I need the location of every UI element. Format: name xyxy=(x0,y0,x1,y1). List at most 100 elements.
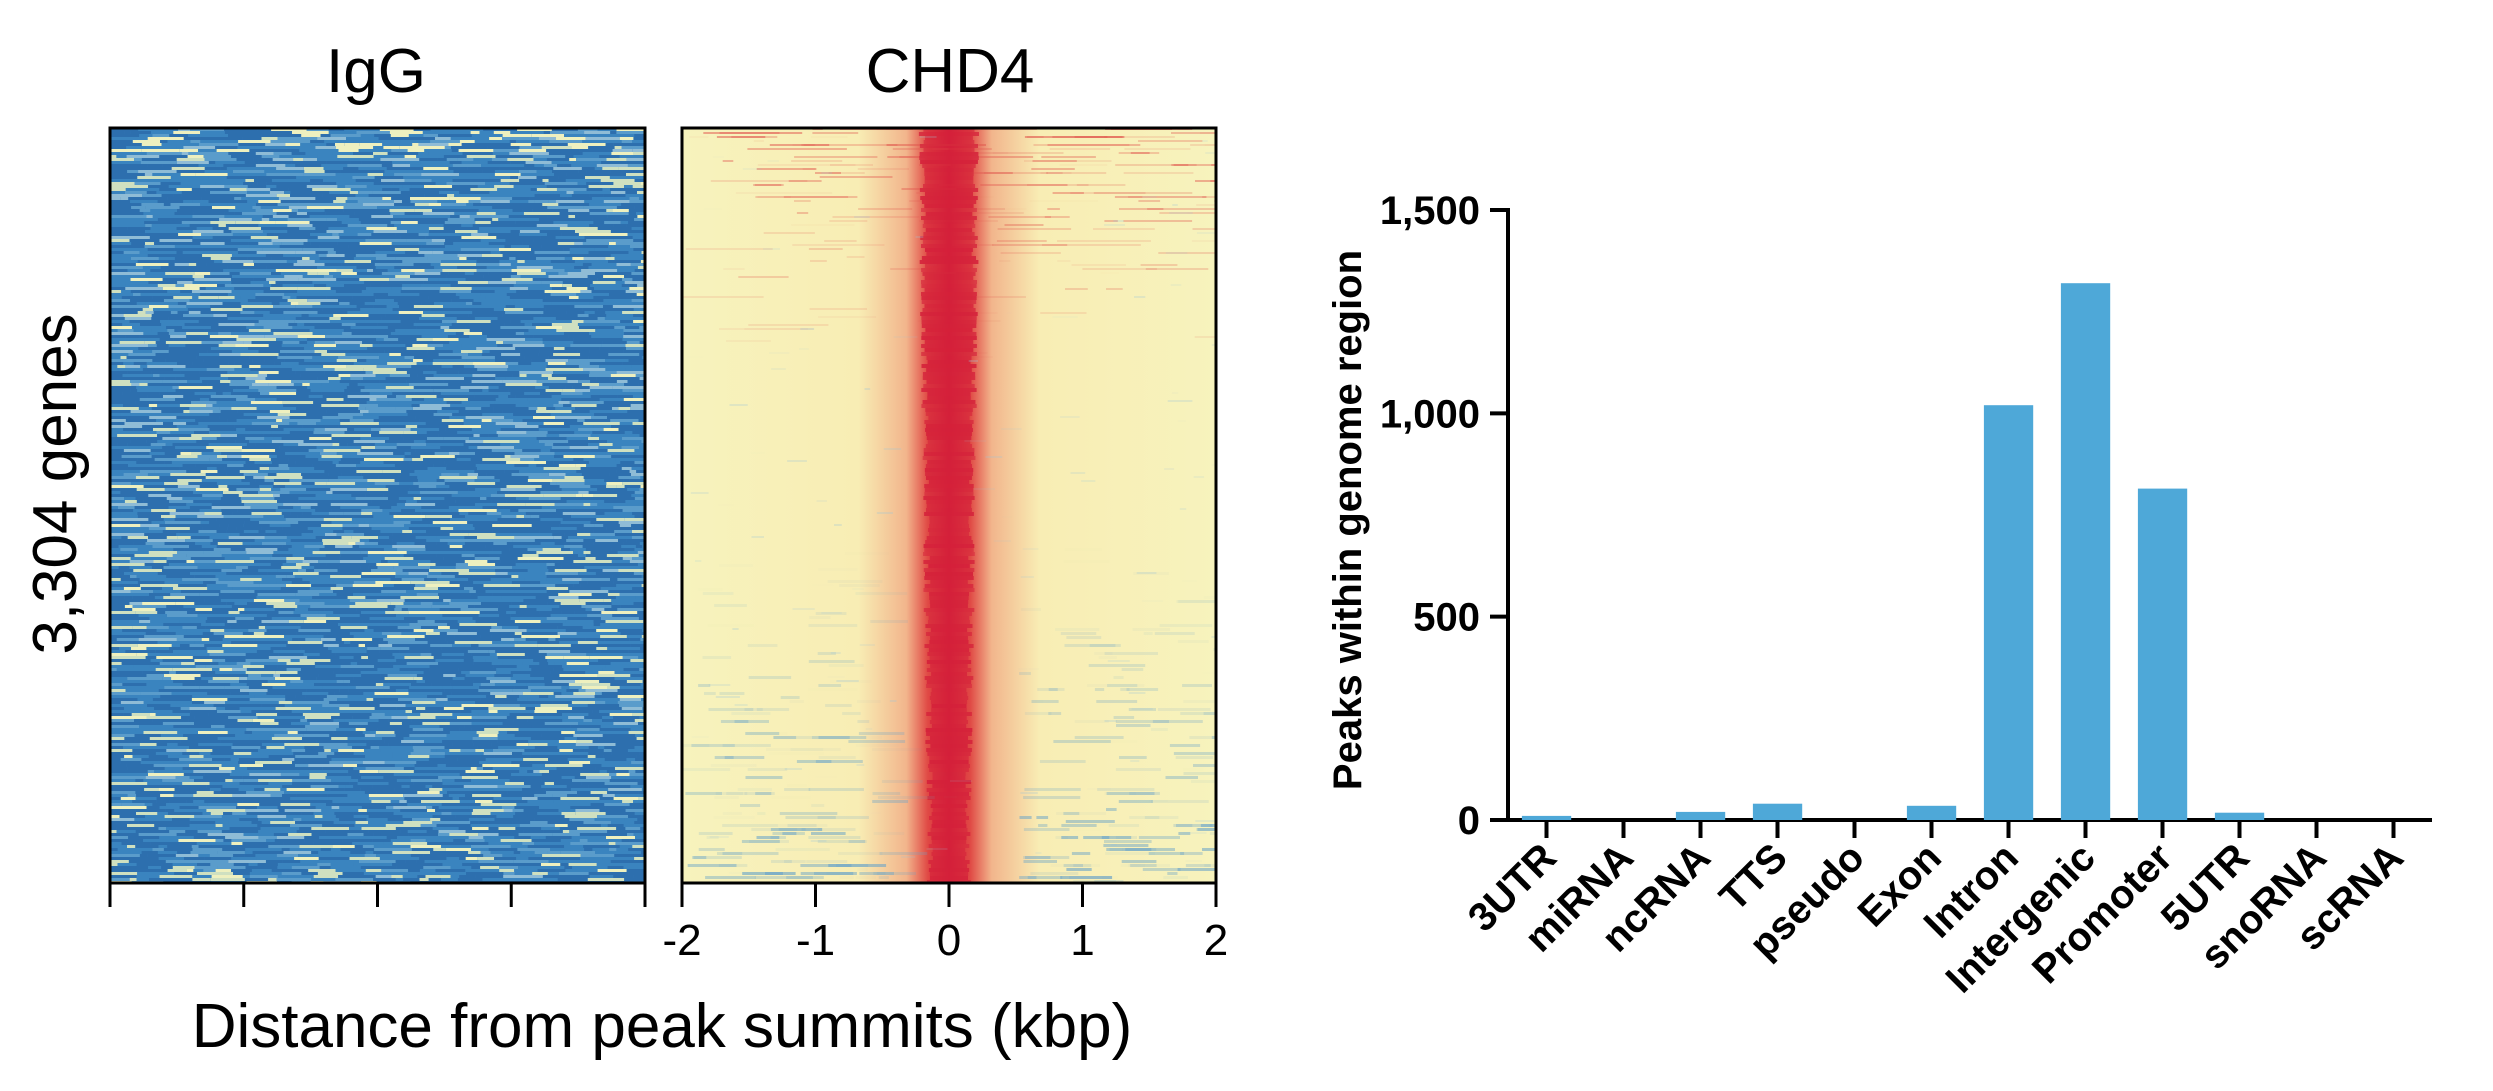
heatmap-igg-cell xyxy=(207,650,224,653)
heatmap-igg-cell xyxy=(311,584,337,587)
heatmap-igg-cell xyxy=(511,581,541,584)
heatmap-igg-cell xyxy=(414,542,437,545)
heatmap-igg-cell xyxy=(421,506,449,509)
heatmap-igg-cell xyxy=(292,638,299,641)
heatmap-igg-cell xyxy=(282,341,300,344)
heatmap-igg-cell xyxy=(335,638,342,641)
heatmap-igg-cell xyxy=(582,263,592,266)
heatmap-igg-cell xyxy=(360,221,391,224)
heatmap-igg-cell xyxy=(219,407,232,410)
heatmap-igg-cell xyxy=(385,611,409,614)
heatmap-igg-cell xyxy=(139,578,157,581)
heatmap-igg-cell xyxy=(124,737,150,740)
heatmap-igg-cell xyxy=(382,458,404,461)
heatmap-igg-cell xyxy=(173,725,212,728)
heatmap-igg-cell xyxy=(349,383,358,386)
heatmap-igg-cell xyxy=(390,662,407,665)
heatmap-igg-cell xyxy=(318,362,354,365)
heatmap-igg-cell xyxy=(371,500,407,503)
heatmap-igg-cell xyxy=(433,464,447,467)
heatmap-igg-cell xyxy=(629,287,645,290)
heatmap-igg-cell xyxy=(276,473,302,476)
heatmap-igg-cell xyxy=(452,686,480,689)
heatmap-igg-cell xyxy=(512,674,531,677)
heatmap-igg-cell xyxy=(277,569,298,572)
heatmap-igg-cell xyxy=(330,134,361,137)
heatmap-igg-cell xyxy=(520,353,539,356)
heatmap-igg-cell xyxy=(270,188,289,191)
heatmap-igg-cell xyxy=(361,509,383,512)
heatmap-igg-cell xyxy=(277,548,289,551)
heatmap-igg-cell xyxy=(277,506,294,509)
heatmap-igg-cell xyxy=(258,389,297,392)
heatmap-igg-cell xyxy=(134,182,161,185)
heatmap-igg-cell xyxy=(624,431,633,434)
heatmap-igg-cell xyxy=(480,497,487,500)
heatmap-igg-cell xyxy=(254,539,284,542)
heatmap-igg-cell xyxy=(165,341,202,344)
heatmap-igg-cell xyxy=(204,512,222,515)
heatmap-igg-cell xyxy=(350,305,357,308)
heatmap-igg-cell xyxy=(612,443,645,446)
heatmap-igg-cell xyxy=(403,176,432,179)
heatmap-igg-cell xyxy=(519,170,537,173)
heatmap-igg-cell xyxy=(193,212,225,215)
heatmap-igg-cell xyxy=(639,341,645,344)
heatmap-igg-cell xyxy=(556,329,596,332)
heatmap-igg-cell xyxy=(503,437,537,440)
heatmap-igg-cell xyxy=(428,524,461,527)
heatmap-igg-cell xyxy=(189,755,204,758)
heatmap-igg-cell xyxy=(361,656,369,659)
heatmap-igg-cell xyxy=(323,635,354,638)
heatmap-igg-cell xyxy=(240,689,268,692)
heatmap-igg-cell xyxy=(156,491,194,494)
heatmap-igg-cell xyxy=(531,248,564,251)
heatmap-igg-cell xyxy=(564,533,578,536)
heatmap-igg-cell xyxy=(246,443,256,446)
heatmap-igg-cell xyxy=(558,740,577,743)
heatmap-igg-cell xyxy=(171,692,208,695)
heatmap-igg-cell xyxy=(539,662,549,665)
heatmap-igg-cell xyxy=(139,479,178,482)
heatmap-igg-cell xyxy=(595,539,618,542)
heatmap-igg-cell xyxy=(251,605,274,608)
heatmap-igg-cell xyxy=(636,470,645,473)
heatmap-igg-cell xyxy=(417,476,440,479)
heatmap-igg-cell xyxy=(267,680,291,683)
heatmap-igg-cell xyxy=(525,161,552,164)
heatmap-igg-cell xyxy=(310,506,341,509)
heatmap-igg-cell xyxy=(288,458,319,461)
heatmap-igg-cell xyxy=(522,419,551,422)
heatmap-igg-cell xyxy=(481,602,512,605)
heatmap-igg-cell xyxy=(259,221,276,224)
heatmap-igg-cell xyxy=(340,326,351,329)
heatmap-igg-cell xyxy=(409,488,427,491)
heatmap-igg-cell xyxy=(321,164,348,167)
heatmap-igg-cell xyxy=(443,617,473,620)
heatmap-igg-cell xyxy=(216,437,246,440)
heatmap-igg-cell xyxy=(364,749,381,752)
heatmap-igg-cell xyxy=(166,605,184,608)
heatmap-igg-cell xyxy=(493,704,520,707)
heatmap-igg-cell xyxy=(317,311,337,314)
heatmap-igg-cell xyxy=(317,236,340,239)
heatmap-igg-cell xyxy=(406,662,439,665)
heatmap-igg-cell xyxy=(373,515,394,518)
heatmap-igg-cell xyxy=(170,335,187,338)
heatmap-igg-cell xyxy=(184,374,221,377)
heatmap-igg-cell xyxy=(617,608,645,611)
heatmap-igg-cell xyxy=(356,470,383,473)
heatmap-igg-cell xyxy=(610,170,645,173)
heatmap-igg-cell xyxy=(338,356,351,359)
heatmap-igg-cell xyxy=(474,527,506,530)
heatmap-igg-cell xyxy=(131,242,145,245)
heatmap-igg-cell xyxy=(317,485,349,488)
heatmap-igg-cell xyxy=(110,320,130,323)
heatmap-igg-cell xyxy=(524,332,564,335)
heatmap-igg-cell xyxy=(596,518,625,521)
heatmap-igg-cell xyxy=(136,386,173,389)
heatmap-igg-cell xyxy=(228,695,255,698)
heatmap-igg-cell xyxy=(402,722,423,725)
heatmap-igg-cell xyxy=(631,494,645,497)
heatmap-igg-cell xyxy=(221,497,241,500)
